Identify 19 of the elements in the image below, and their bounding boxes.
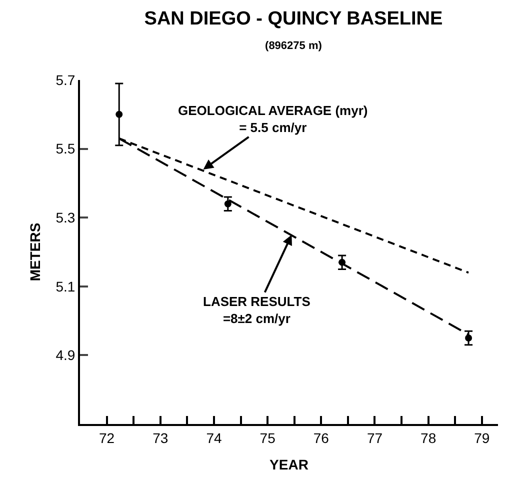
x-tick-label: 75 bbox=[260, 430, 276, 446]
annotation: LASER RESULTS =8±2 cm/yr bbox=[203, 294, 311, 326]
x-tick-label: 74 bbox=[206, 430, 222, 446]
y-tick-label: 5.5 bbox=[56, 140, 76, 157]
chart-subtitle: (896275 m) bbox=[265, 40, 322, 52]
y-tick-label: 4.9 bbox=[56, 347, 76, 364]
x-tick-label: 73 bbox=[152, 430, 168, 446]
y-tick-label: 5.7 bbox=[56, 72, 76, 88]
y-tick-label: 5.1 bbox=[56, 278, 76, 294]
x-axis-title: YEAR bbox=[270, 456, 308, 473]
x-tick-label: 76 bbox=[313, 430, 330, 446]
annotation: GEOLOGICAL AVERAGE (myr) = 5.5 cm/yr bbox=[178, 103, 368, 135]
x-tick-label: 79 bbox=[474, 430, 490, 446]
x-tick-label: 77 bbox=[366, 430, 383, 446]
x-tick-label: 72 bbox=[99, 430, 115, 446]
chart-title: SAN DIEGO - QUINCY BASELINE bbox=[144, 8, 443, 30]
x-tick-label: 78 bbox=[420, 430, 436, 446]
y-axis-title: METERS bbox=[26, 222, 43, 282]
y-tick-label: 5.3 bbox=[56, 210, 76, 226]
